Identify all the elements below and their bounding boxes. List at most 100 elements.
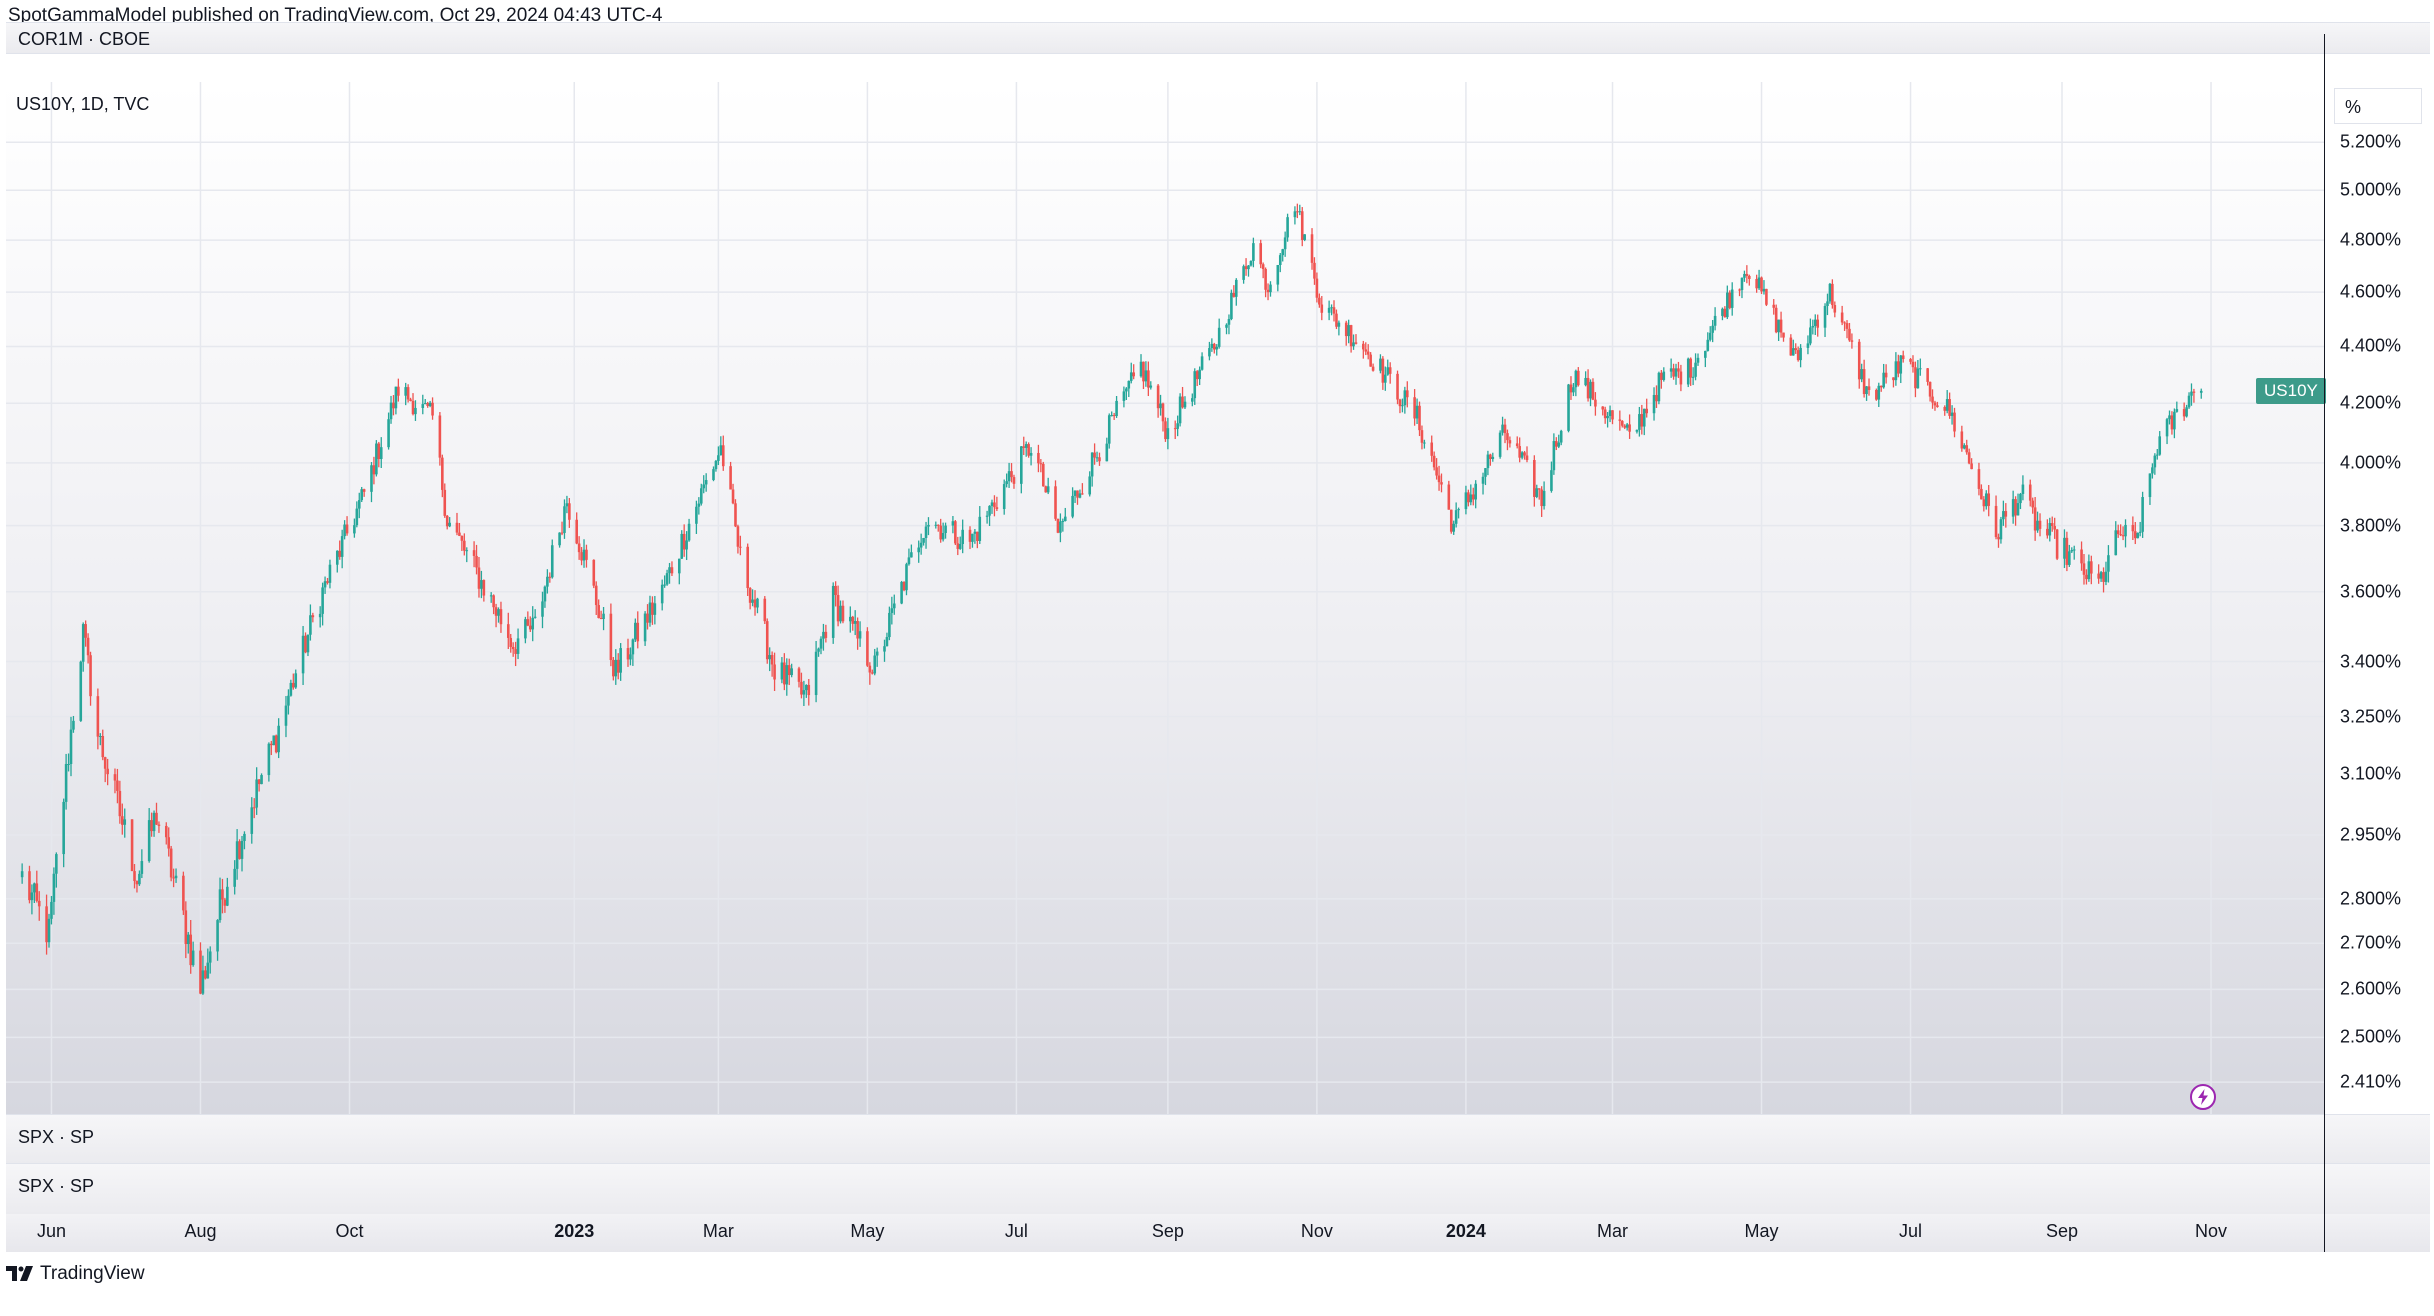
candle [138, 870, 141, 886]
candle [685, 531, 688, 561]
candle [1806, 335, 1810, 355]
candle [1823, 303, 1827, 338]
x-tick-label: 2024 [1445, 1221, 1486, 1241]
candle [1980, 484, 1983, 500]
candle [1266, 283, 1270, 301]
candle [1501, 416, 1504, 436]
candle [1423, 439, 1426, 449]
candle [494, 603, 498, 628]
candle [238, 839, 241, 860]
candle [426, 401, 429, 408]
candle [1931, 389, 1934, 409]
candle [2158, 431, 2162, 456]
tradingview-footer[interactable]: TradingView [6, 1263, 145, 1285]
candle [1943, 405, 1947, 416]
candle [1728, 290, 1732, 310]
candle [1161, 402, 1165, 432]
candle [682, 524, 686, 557]
candle [805, 684, 808, 698]
candle [206, 948, 210, 979]
indicator-pane-spx-1[interactable]: SPX · SP [6, 1114, 2430, 1164]
candle [1242, 264, 1245, 284]
candle [1748, 274, 1751, 286]
candle [1489, 453, 1492, 466]
candle [1965, 439, 1969, 455]
candle [1796, 346, 1800, 362]
candle [1127, 380, 1131, 398]
candle [2097, 564, 2100, 584]
x-tick-label: Jul [1004, 1221, 1028, 1241]
candle [1481, 472, 1485, 495]
candle [1540, 486, 1543, 517]
candle [1833, 301, 1837, 318]
x-tick-label: 2023 [554, 1221, 595, 1241]
indicator-pane-spx-2[interactable]: SPX · SP [6, 1163, 2430, 1215]
candle [2155, 449, 2159, 460]
candle [1762, 280, 1766, 295]
x-tick-label: Nov [2195, 1221, 2228, 1241]
candle [394, 386, 398, 415]
candle [1777, 319, 1780, 341]
candle [873, 648, 877, 676]
candle [1557, 434, 1561, 449]
candle [1845, 320, 1849, 339]
candle [321, 582, 324, 626]
candle [1997, 533, 2000, 548]
candle [687, 518, 691, 542]
candle [800, 672, 803, 699]
candle [565, 495, 569, 514]
main-chart-pane[interactable] [6, 82, 2324, 1114]
candle [1166, 417, 1170, 450]
candle [1315, 272, 1319, 303]
series-label: US10Y, 1D, TVC [16, 94, 150, 114]
candle [1337, 320, 1341, 336]
candle [1816, 314, 1820, 337]
price-chart-svg[interactable] [6, 82, 2324, 1114]
price-axis[interactable] [2324, 82, 2430, 1114]
candle [445, 515, 449, 530]
candle [1919, 358, 1922, 376]
candle [560, 521, 564, 536]
candle [1572, 383, 1575, 397]
candle [614, 649, 618, 685]
candle [2021, 475, 2025, 501]
candle [1039, 459, 1043, 473]
candle [1217, 318, 1221, 349]
indicator-pane-cor1m[interactable]: COR1M · CBOE [6, 22, 2430, 54]
candle [1987, 484, 1991, 517]
candle [1200, 352, 1204, 371]
candle [524, 616, 527, 644]
scale-unit-box[interactable]: % [2334, 88, 2422, 124]
candle [1371, 363, 1375, 372]
candle [421, 394, 425, 415]
candle [1706, 332, 1710, 352]
candle [375, 440, 378, 477]
candle [1660, 370, 1663, 389]
candle [734, 499, 737, 528]
candle [2002, 500, 2005, 526]
candle [531, 606, 535, 642]
candle [2048, 517, 2052, 542]
lightning-bolt-icon[interactable] [2188, 1082, 2218, 1112]
candle [233, 860, 236, 895]
y-tick-label: 4.200% [2340, 392, 2402, 413]
candle [1618, 410, 1622, 431]
candle [1061, 518, 1065, 532]
candle [1303, 234, 1306, 242]
candle [2138, 521, 2142, 537]
candle [697, 497, 701, 515]
candle [372, 456, 376, 485]
candle [558, 532, 561, 548]
candle [665, 569, 669, 586]
candle [1760, 276, 1763, 294]
candle [976, 531, 979, 549]
candle [729, 461, 732, 490]
candle [2141, 491, 2144, 538]
candle [2055, 528, 2059, 561]
time-axis[interactable] [6, 1214, 2430, 1252]
candle [958, 536, 962, 550]
candle [64, 753, 68, 810]
candle [636, 611, 640, 649]
candle [1601, 406, 1605, 416]
candle [533, 609, 537, 619]
